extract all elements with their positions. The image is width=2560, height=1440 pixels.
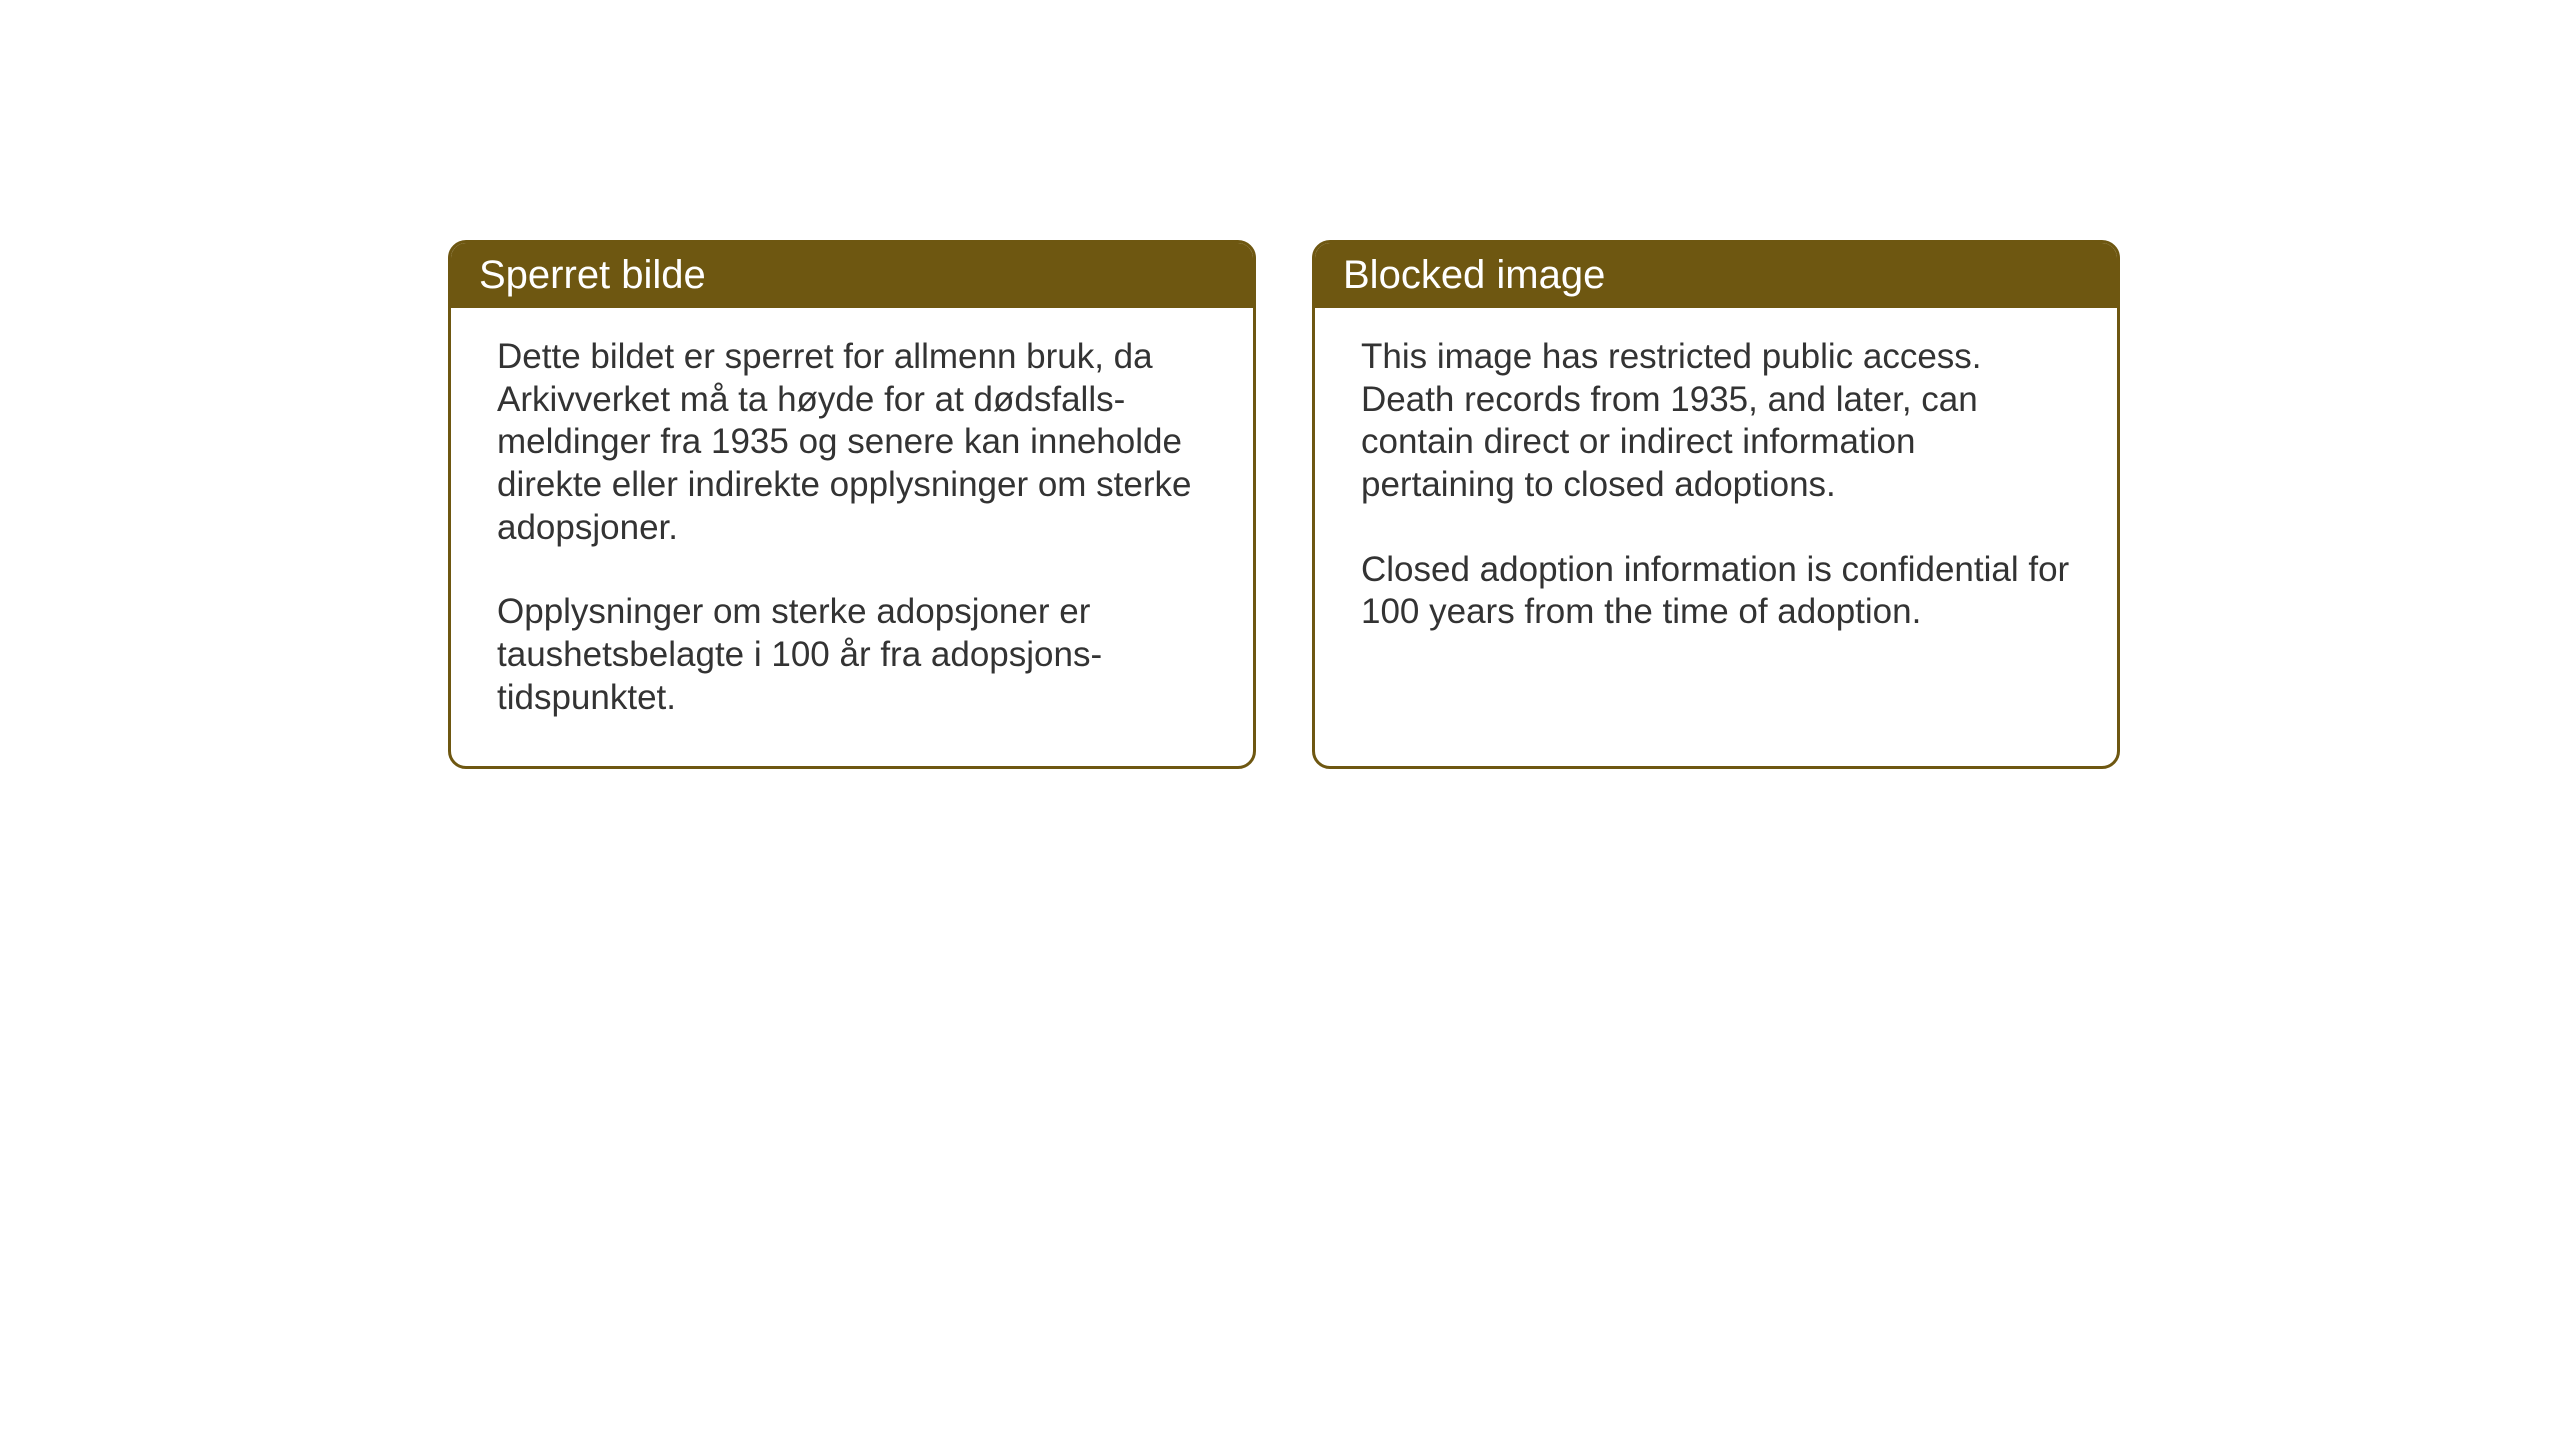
notice-container: Sperret bilde Dette bildet er sperret fo… (448, 240, 2120, 769)
notice-header-english: Blocked image (1315, 243, 2117, 308)
notice-header-norwegian: Sperret bilde (451, 243, 1253, 308)
notice-paragraph-2-english: Closed adoption information is confident… (1361, 549, 2071, 634)
notice-paragraph-1-english: This image has restricted public access.… (1361, 336, 2071, 507)
notice-body-english: This image has restricted public access.… (1315, 308, 2117, 680)
notice-paragraph-2-norwegian: Opplysninger om sterke adopsjoner er tau… (497, 591, 1207, 719)
notice-card-english: Blocked image This image has restricted … (1312, 240, 2120, 769)
notice-card-norwegian: Sperret bilde Dette bildet er sperret fo… (448, 240, 1256, 769)
notice-body-norwegian: Dette bildet er sperret for allmenn bruk… (451, 308, 1253, 766)
notice-paragraph-1-norwegian: Dette bildet er sperret for allmenn bruk… (497, 336, 1207, 549)
notice-title-english: Blocked image (1343, 253, 1605, 297)
notice-title-norwegian: Sperret bilde (479, 253, 706, 297)
